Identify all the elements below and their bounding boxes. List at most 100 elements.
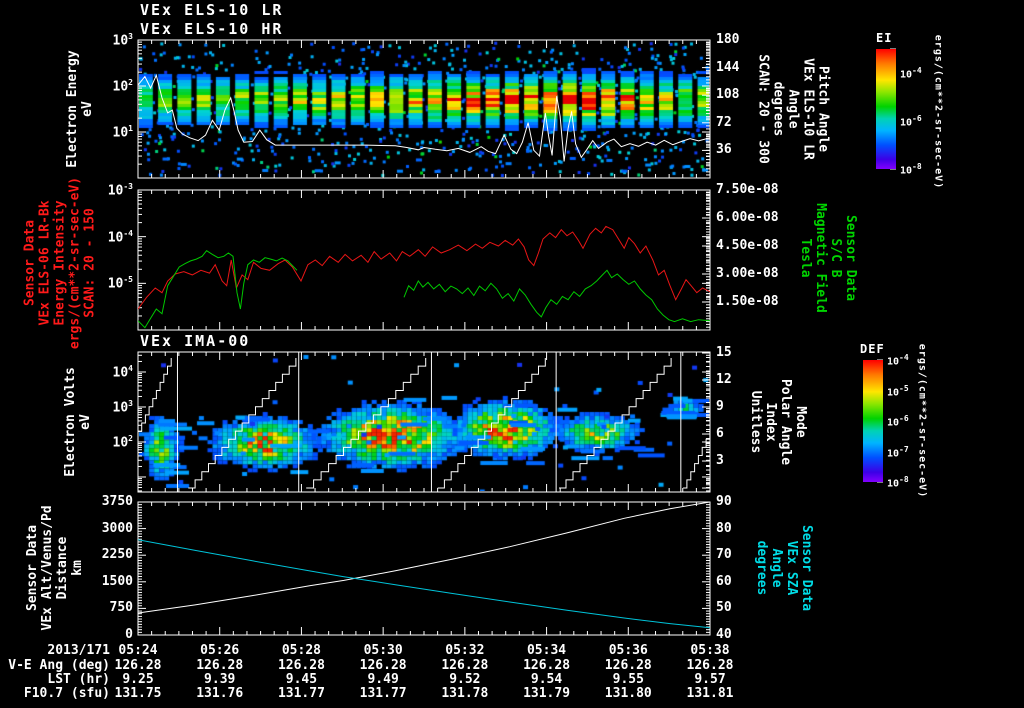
tick-label: 10-5: [887, 383, 909, 398]
footer-value: 131.77: [359, 686, 407, 701]
tick-label: 3: [716, 453, 724, 468]
panel1-right-axis-label: Pitch Angle VEx ELS-10 LR Angle degrees …: [755, 54, 831, 164]
footer-value: 131.81: [686, 686, 734, 701]
footer-value: 9.55: [612, 672, 644, 687]
footer-value: 9.49: [367, 672, 399, 687]
colorbar-def-units: ergs/(cm**2-sr-sec-eV): [916, 343, 928, 499]
tick-label: 10-6: [900, 114, 922, 129]
footer-value: 126.28: [604, 658, 652, 673]
footer-row-label: F10.7 (sfu): [23, 686, 110, 701]
tick-label: 103: [112, 399, 133, 416]
panel1-title-hr: VEx ELS-10 HR: [140, 20, 284, 38]
panel2-y-axis-label: Sensor Data VEx ELS-06 LR-Bk Energy Inte…: [22, 176, 98, 350]
colorbar-ei: [876, 49, 896, 169]
footer-value: 126.28: [441, 658, 489, 673]
panel1-y-axis-label: Electron Energy eV: [65, 50, 95, 168]
tick-label: 72: [716, 114, 732, 130]
tick-label: 180: [716, 32, 740, 47]
footer-value: 126.28: [523, 658, 571, 673]
panel3-spectrogram-canvas: [139, 353, 709, 491]
panel4-y-axis-label: Sensor Data VEx Alt/Venus/Pd Distance km: [25, 505, 85, 631]
time-label: 05:34: [526, 643, 567, 658]
tick-label: 4.50e-08: [716, 238, 779, 253]
footer-value: 126.28: [277, 658, 325, 673]
footer-value: 9.25: [122, 672, 154, 687]
footer-date-label: 2013/171: [47, 643, 110, 658]
footer-value: 131.79: [523, 686, 571, 701]
footer-row-label: LST (hr): [47, 672, 110, 687]
tick-label: 1500: [101, 573, 133, 589]
time-label: 05:24: [118, 643, 158, 658]
tick-label: 10-3: [107, 182, 133, 199]
tick-label: 36: [716, 142, 732, 158]
panel3-y-axis-label: Electron Volts eV: [63, 367, 93, 477]
colorbar-def-label: DEF: [860, 342, 885, 356]
tick-label: 6.00e-08: [716, 210, 779, 225]
tick-label: 3000: [101, 520, 133, 536]
time-label: 05:36: [608, 643, 648, 658]
tick-label: 10-4: [887, 353, 909, 368]
tick-label: 12: [716, 372, 732, 387]
footer-value: 126.28: [114, 658, 162, 673]
panel1-title-lr: VEx ELS-10 LR: [140, 1, 284, 19]
panel2-right-axis-label: Sensor Data S/C B Magnetic Field Tesla: [798, 203, 858, 313]
colorbar-ei-label: EI: [876, 31, 893, 45]
tick-label: 750: [109, 600, 133, 616]
footer-value: 126.28: [196, 658, 244, 673]
footer-value: 131.78: [441, 686, 489, 701]
tick-label: 10-7: [887, 444, 909, 459]
tick-label: 10-6: [887, 414, 909, 429]
tick-label: 103: [112, 32, 133, 49]
tick-label: 10-4: [107, 228, 133, 245]
tick-label: 6: [716, 426, 724, 441]
footer-value: 131.80: [604, 686, 652, 701]
panel3-title: VEx IMA-00: [140, 332, 251, 350]
tick-label: 2250: [101, 547, 133, 563]
footer-value: 9.57: [694, 672, 726, 687]
tick-label: 10-8: [900, 162, 922, 177]
tick-label: 80: [716, 520, 732, 536]
tick-label: 90: [716, 494, 732, 509]
panel3-right-axis-label: Mode Polar Angle Index Unitless: [748, 378, 808, 466]
footer-value: 126.28: [686, 658, 734, 673]
tick-label: 10-8: [887, 475, 909, 490]
colorbar-def: [863, 360, 883, 482]
panel4-right-axis-label: Sensor Data VEx SZA Angle degrees: [754, 524, 814, 612]
time-label: 05:26: [200, 643, 240, 658]
panel1-spectrogram-canvas: [139, 41, 709, 177]
tick-label: 50: [716, 600, 732, 616]
tick-label: 1.50e-08: [716, 294, 779, 309]
footer-value: 9.45: [285, 672, 318, 687]
tick-label: 60: [716, 573, 732, 589]
tick-label: 9: [716, 399, 724, 414]
tick-label: 70: [716, 547, 732, 563]
tick-label: 3.00e-08: [716, 266, 779, 281]
footer-value: 9.39: [204, 672, 236, 687]
tick-label: 0: [125, 627, 133, 642]
footer-row-label: V-E Ang (deg): [8, 658, 110, 673]
tick-label: 10-5: [107, 275, 133, 292]
tick-label: 102: [112, 434, 133, 451]
colorbar-ei-units: ergs/(cm**2-sr-sec-eV): [932, 34, 944, 190]
tick-label: 144: [716, 59, 740, 75]
tick-label: 101: [112, 124, 133, 141]
tick-label: 104: [112, 364, 133, 381]
time-label: 05:32: [445, 643, 485, 658]
footer-value: 9.52: [449, 672, 481, 687]
footer-value: 9.54: [530, 672, 563, 687]
time-label: 05:38: [690, 643, 730, 658]
tick-label: 108: [716, 87, 740, 103]
tick-label: 102: [112, 78, 133, 95]
footer-value: 131.75: [114, 686, 162, 701]
tick-label: 15: [716, 345, 732, 360]
tick-label: 40: [716, 627, 732, 642]
footer-value: 131.76: [196, 686, 244, 701]
time-label: 05:28: [281, 643, 321, 658]
tick-label: 10-4: [900, 66, 922, 81]
time-label: 05:30: [363, 643, 403, 658]
tick-label: 7.50e-08: [716, 182, 779, 197]
tick-label: 3750: [101, 494, 133, 509]
footer-value: 126.28: [359, 658, 407, 673]
footer-value: 131.77: [277, 686, 325, 701]
